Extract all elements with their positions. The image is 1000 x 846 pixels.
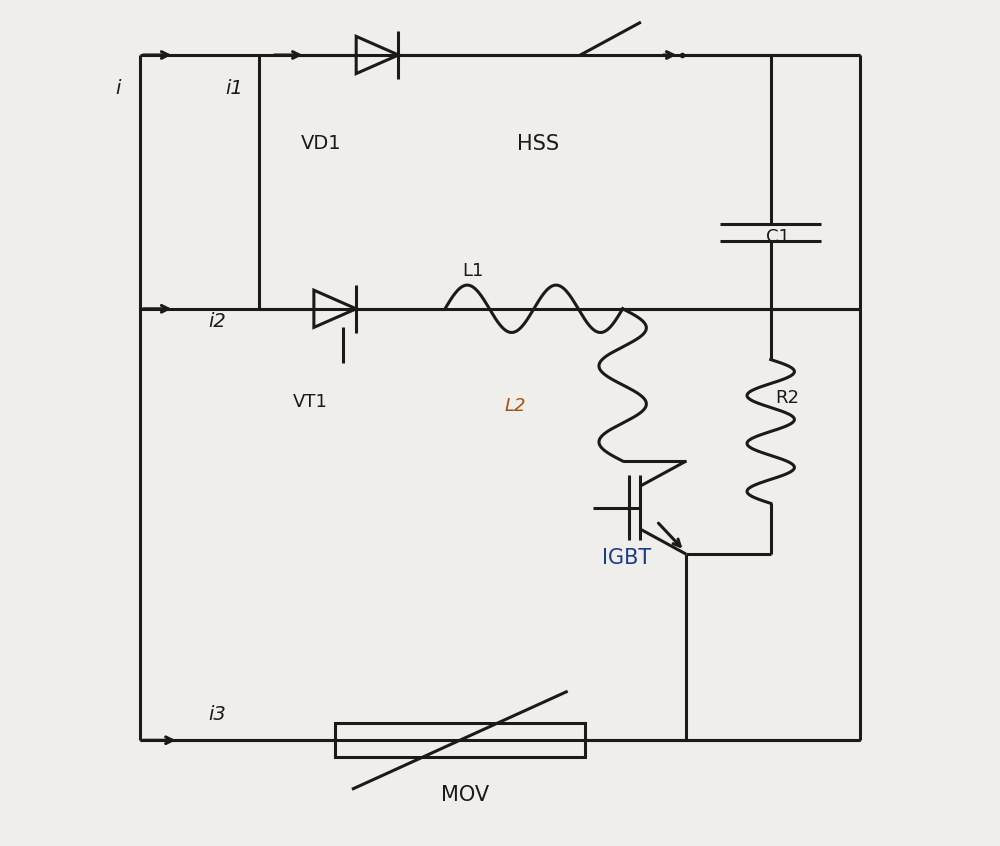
Text: R2: R2	[775, 388, 799, 407]
Text: L1: L1	[462, 261, 483, 280]
Text: C1: C1	[766, 228, 790, 246]
Text: HSS: HSS	[517, 134, 559, 154]
Text: IGBT: IGBT	[602, 548, 651, 569]
Text: i1: i1	[225, 80, 243, 98]
Bar	[335, 723, 585, 757]
Text: MOV: MOV	[441, 785, 489, 805]
Text: L2: L2	[504, 397, 526, 415]
Text: VD1: VD1	[301, 135, 342, 153]
Text: i2: i2	[208, 312, 226, 331]
Text: i: i	[115, 80, 120, 98]
Text: i3: i3	[208, 706, 226, 724]
Text: VT1: VT1	[293, 393, 328, 411]
